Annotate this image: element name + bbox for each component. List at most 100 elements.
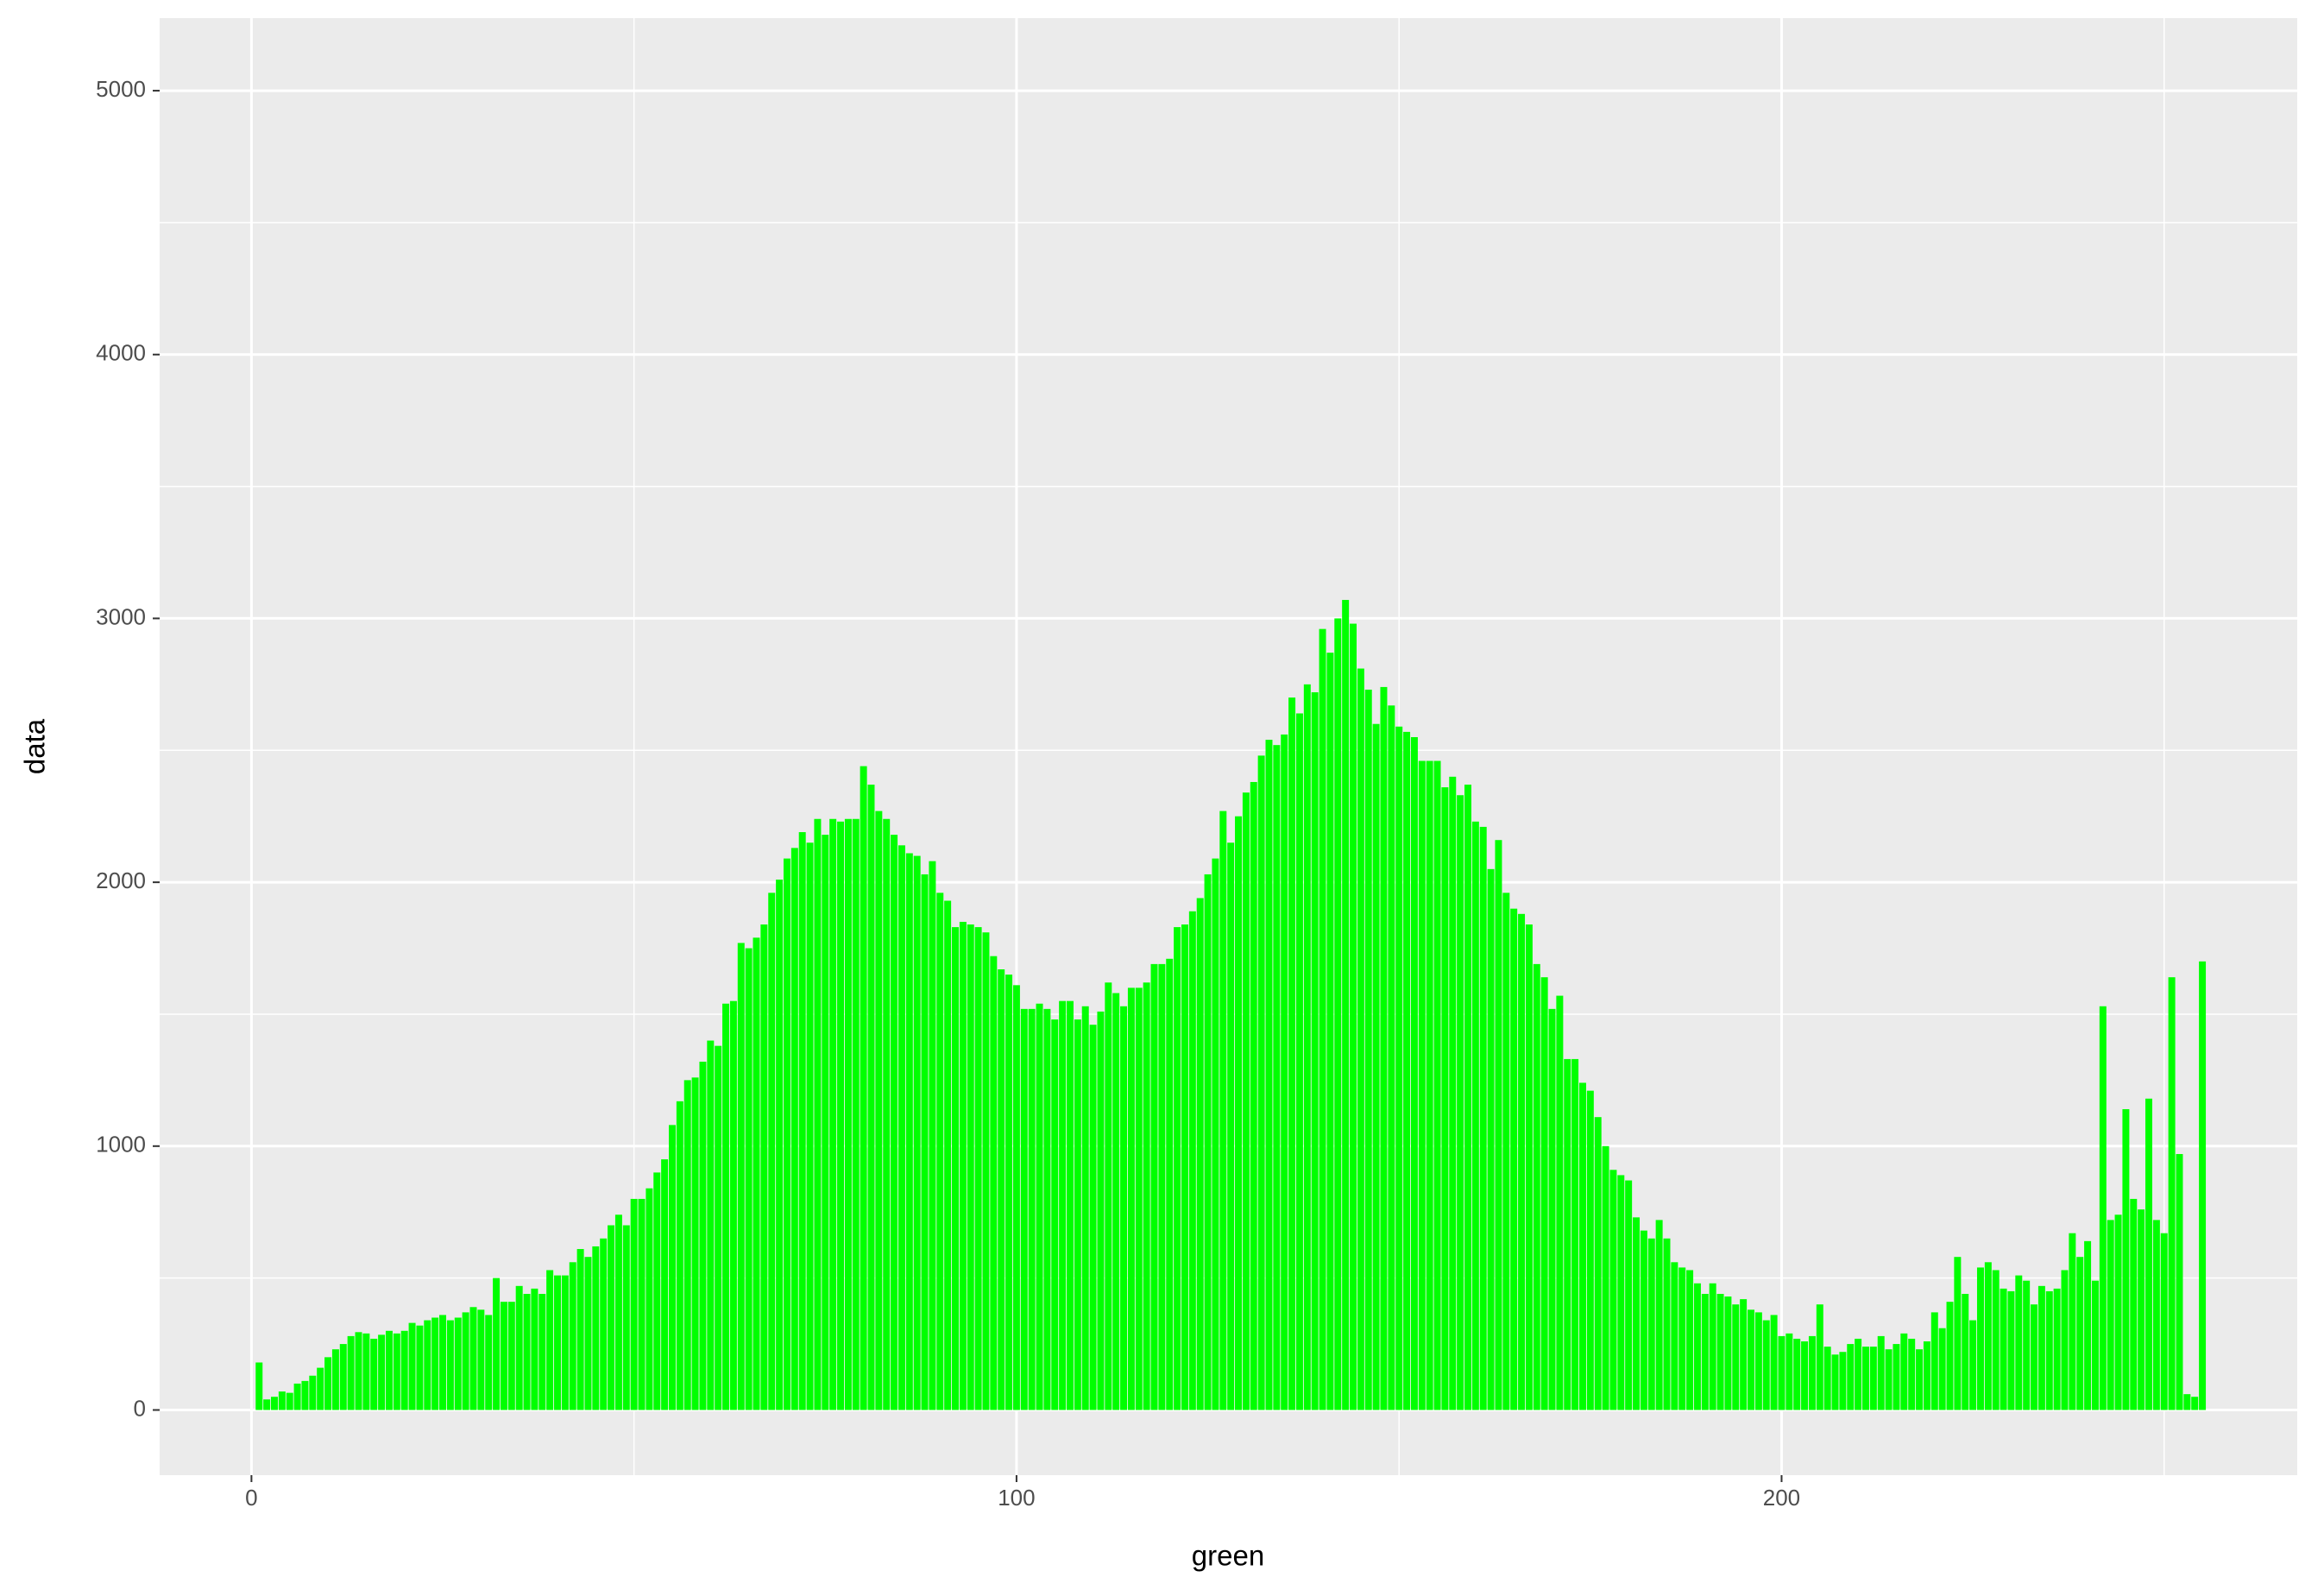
x-axis-title: green — [1192, 1540, 1264, 1572]
bar — [1150, 963, 1158, 1410]
x-tick-label: 0 — [245, 1485, 257, 1511]
bar — [1311, 692, 1319, 1410]
bar — [959, 921, 967, 1410]
bar — [1043, 1008, 1051, 1410]
bar — [814, 818, 822, 1410]
bar — [1678, 1267, 1686, 1410]
bar — [1372, 723, 1380, 1410]
bar — [416, 1325, 424, 1410]
bar — [1487, 868, 1495, 1410]
bar — [1334, 618, 1342, 1410]
bar — [317, 1367, 324, 1410]
bar — [2076, 1257, 2084, 1410]
bar — [278, 1391, 286, 1410]
bar — [493, 1277, 501, 1410]
bar — [653, 1172, 661, 1410]
bar — [974, 927, 982, 1410]
bar — [2183, 1394, 2191, 1410]
bar — [1518, 913, 1526, 1410]
bar — [400, 1330, 408, 1410]
bar — [1196, 898, 1204, 1410]
bar — [1793, 1338, 1801, 1410]
bar — [990, 956, 998, 1410]
bar — [1609, 1170, 1617, 1410]
bar — [1984, 1262, 1992, 1410]
bar — [936, 893, 944, 1410]
bar — [722, 1003, 730, 1410]
bar — [729, 1000, 737, 1410]
bar — [255, 1362, 263, 1410]
bar — [531, 1288, 538, 1410]
bar — [1364, 689, 1372, 1410]
bar — [967, 924, 974, 1410]
bar — [1969, 1320, 1977, 1410]
bar — [2084, 1240, 2092, 1410]
bar — [1938, 1328, 1946, 1410]
bar — [798, 832, 806, 1410]
bar — [998, 968, 1005, 1410]
bar — [1395, 726, 1403, 1410]
bar — [1900, 1333, 1908, 1410]
bar — [1564, 1058, 1571, 1410]
bar — [622, 1225, 630, 1410]
bar — [2099, 1006, 2107, 1410]
bar — [1464, 785, 1471, 1410]
bar — [554, 1275, 561, 1410]
bar — [1740, 1299, 1748, 1410]
bar — [1005, 975, 1013, 1410]
bar — [2145, 1098, 2153, 1410]
bar — [1495, 840, 1502, 1410]
bar — [1908, 1338, 1916, 1410]
bar — [1257, 755, 1265, 1410]
bar — [2037, 1285, 2045, 1410]
bar — [1839, 1352, 1847, 1410]
bar — [1319, 628, 1326, 1410]
bar — [1602, 1145, 1609, 1410]
bar — [745, 948, 753, 1410]
bar — [790, 848, 798, 1410]
bar — [1105, 982, 1112, 1410]
bar — [1946, 1302, 1954, 1410]
bar — [1127, 987, 1135, 1410]
bar — [638, 1198, 646, 1410]
bar — [891, 835, 898, 1410]
bar — [1525, 924, 1533, 1410]
bar — [1831, 1354, 1839, 1410]
bar — [1992, 1270, 2000, 1410]
bar — [1640, 1230, 1647, 1410]
bar — [2023, 1280, 2031, 1410]
bar — [1449, 776, 1457, 1410]
bar — [331, 1349, 339, 1410]
bar — [1181, 924, 1188, 1410]
bar — [1617, 1175, 1625, 1410]
bar — [1962, 1293, 1969, 1410]
bar — [1295, 713, 1303, 1410]
bar — [1786, 1333, 1793, 1410]
bar — [1066, 1000, 1074, 1410]
bar — [715, 1045, 722, 1410]
bar — [293, 1383, 301, 1410]
bar — [1135, 987, 1143, 1410]
bar — [1403, 731, 1411, 1410]
bar — [1732, 1304, 1740, 1410]
bar — [1357, 668, 1364, 1410]
bar — [1754, 1312, 1762, 1410]
bar — [515, 1285, 523, 1410]
bar — [2069, 1233, 2076, 1410]
bar — [952, 927, 959, 1410]
bar — [1235, 816, 1243, 1410]
y-tick-label: 3000 — [96, 603, 146, 629]
bar — [523, 1293, 531, 1410]
bar — [860, 766, 867, 1410]
y-tick-label: 4000 — [96, 340, 146, 366]
bar — [485, 1315, 493, 1410]
bar — [1120, 1006, 1128, 1410]
bar — [683, 1080, 691, 1410]
bar — [2152, 1220, 2160, 1410]
bar — [1709, 1283, 1716, 1410]
bar — [867, 785, 875, 1410]
bar — [507, 1302, 515, 1410]
y-tick-label: 5000 — [96, 76, 146, 102]
bar — [1686, 1270, 1694, 1410]
